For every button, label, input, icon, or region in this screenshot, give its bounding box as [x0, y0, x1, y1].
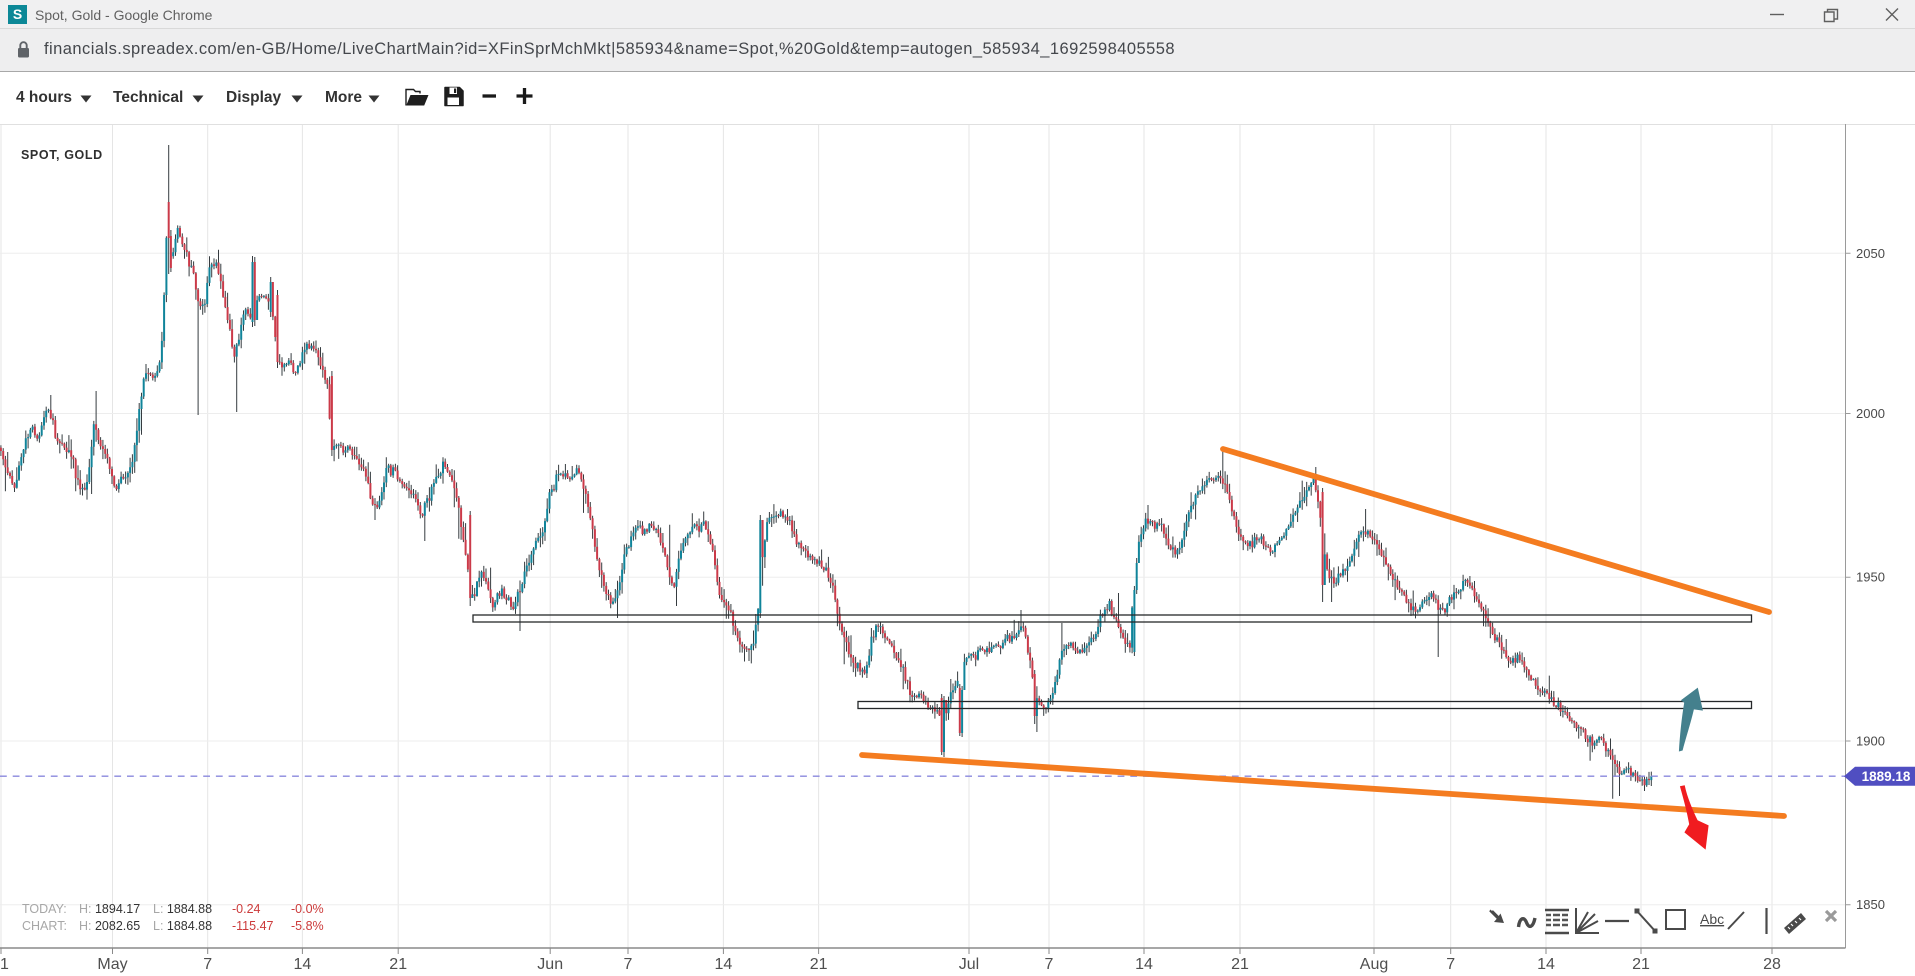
- svg-text:TODAY:: TODAY:: [22, 902, 67, 916]
- svg-text:21: 21: [389, 956, 407, 973]
- svg-text:2000: 2000: [1856, 406, 1885, 421]
- svg-text:-0.0%: -0.0%: [291, 902, 324, 916]
- svg-text:1950: 1950: [1856, 570, 1885, 585]
- svg-text:2050: 2050: [1856, 246, 1885, 261]
- svg-text:-5.8%: -5.8%: [291, 919, 324, 933]
- svg-text:Aug: Aug: [1360, 956, 1388, 973]
- svg-text:-0.24: -0.24: [232, 902, 261, 916]
- svg-text:Jun: Jun: [537, 956, 563, 973]
- svg-text:-115.47: -115.47: [232, 919, 274, 933]
- svg-text:1: 1: [0, 956, 9, 973]
- svg-text:Abc: Abc: [1700, 911, 1724, 927]
- svg-text:L: 1884.88: L: 1884.88: [153, 902, 212, 916]
- svg-text:H: 2082.65: H: 2082.65: [79, 919, 140, 933]
- svg-text:21: 21: [1231, 956, 1249, 973]
- svg-text:H: 1894.17: H: 1894.17: [79, 902, 140, 916]
- svg-text:7: 7: [1446, 956, 1455, 973]
- svg-text:SPOT, GOLD: SPOT, GOLD: [21, 148, 103, 162]
- svg-text:7: 7: [624, 956, 633, 973]
- svg-text:1850: 1850: [1856, 897, 1885, 912]
- svg-text:1889.18: 1889.18: [1862, 769, 1911, 784]
- svg-text:21: 21: [1632, 956, 1650, 973]
- svg-text:Jul: Jul: [959, 956, 979, 973]
- svg-text:14: 14: [1537, 956, 1555, 973]
- svg-text:14: 14: [715, 956, 733, 973]
- svg-text:May: May: [97, 956, 127, 973]
- svg-text:1900: 1900: [1856, 734, 1885, 749]
- svg-text:14: 14: [294, 956, 312, 973]
- svg-text:28: 28: [1763, 956, 1781, 973]
- svg-text:21: 21: [810, 956, 828, 973]
- svg-text:7: 7: [203, 956, 212, 973]
- svg-text:14: 14: [1135, 956, 1153, 973]
- svg-text:CHART:: CHART:: [22, 919, 67, 933]
- svg-text:7: 7: [1045, 956, 1054, 973]
- svg-text:L: 1884.88: L: 1884.88: [153, 919, 212, 933]
